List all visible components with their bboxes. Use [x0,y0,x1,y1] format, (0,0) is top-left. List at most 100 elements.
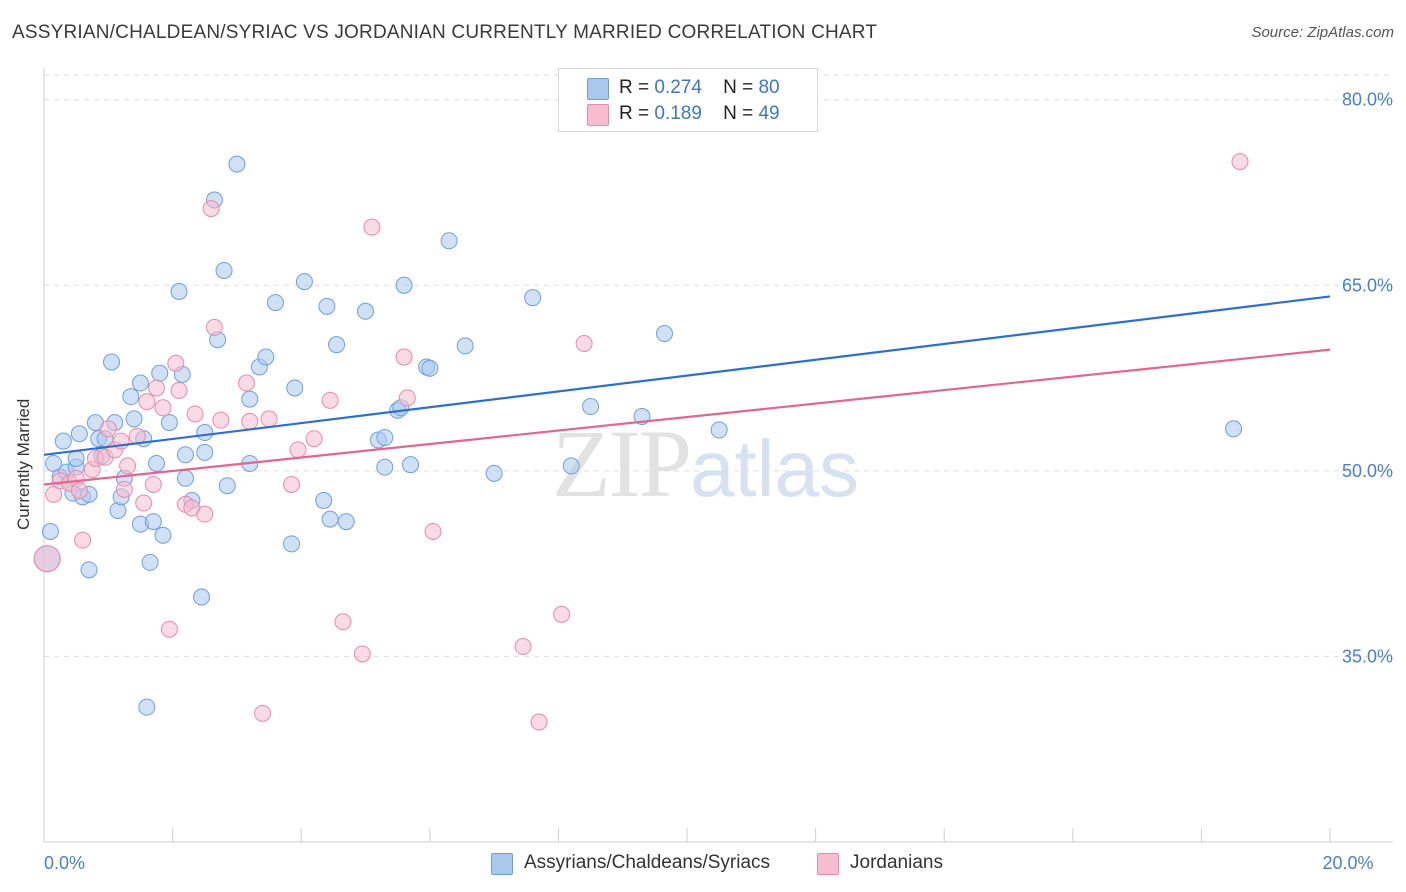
chart-title: ASSYRIAN/CHALDEAN/SYRIAC VS JORDANIAN CU… [12,22,878,43]
jordanian-trend-line [43,348,1331,486]
jordanian-point [202,200,220,218]
jordanian-point [99,420,117,438]
jordanian-point [1231,153,1249,171]
assyrian-point [41,522,59,540]
assyrian-point [196,443,214,461]
jordanian-point [144,475,162,493]
assyrian-point [196,424,214,442]
y-tick-label: 50.0% [1342,461,1393,481]
assyrian-point [440,232,458,250]
legend-r-value: 0.274 [654,77,702,98]
assyrian-point [318,297,336,315]
jordanian-point [70,482,88,500]
bottom-legend-label-assyrians: Assyrians/Chaldeans/Syriacs [524,852,771,873]
jordanian-point [398,389,416,407]
jordanian-point [160,620,178,638]
jordanian-point [170,381,188,399]
jordanian-point [283,475,301,493]
assyrian-point [562,457,580,475]
assyrian-point [193,588,211,606]
assyrian-point [582,398,600,416]
assyrian-point [421,359,439,377]
jordanian-point [74,531,92,549]
assyrian-point [125,410,143,428]
jordanian-point [167,354,185,372]
jordanian-point [424,522,442,540]
assyrian-point [215,261,233,279]
bottom-legend-swatch-blue [491,853,513,875]
assyrian-point [337,513,355,531]
jordanian-point [363,218,381,236]
legend-n-label: N = [723,77,754,98]
assyrian-point [395,276,413,294]
jordanian-point [119,457,137,475]
legend-n-label: N = [723,103,754,124]
jordanian-point [45,485,63,503]
assyrian-point [141,553,159,571]
assyrian-point [283,535,301,553]
assyrian-point [151,364,169,382]
assyrian-point [228,155,246,173]
chart-source: Source: ZipAtlas.com [1251,24,1394,41]
bottom-legend-label-jordanians: Jordanians [850,852,943,873]
watermark-atlas: atlas [690,424,859,513]
jordanian-point [575,334,593,352]
legend-stats-jordanians: R = 0.189 N = 49 [619,103,780,125]
assyrian-point [524,289,542,307]
jordanian-point [186,405,204,423]
jordanian-point [33,545,61,573]
jordanian-point [289,441,307,459]
jordanian-point [205,318,223,336]
assyrian-point [376,428,394,446]
assyrian-point [315,492,333,510]
assyrian-point [176,446,194,464]
jordanian-point [138,393,156,411]
assyrian-point [67,450,85,467]
jordanian-point [334,613,352,631]
assyrian-point [328,336,346,354]
jordanian-point [305,430,323,448]
jordanian-point [135,494,153,512]
legend-n-value: 49 [758,103,780,124]
bottom-legend-swatch-pink [817,853,839,875]
assyrian-point [70,425,88,443]
correlation-legend: R = 0.274 N = 80 R = 0.189 N = 49 [558,68,818,132]
y-tick-label: 80.0% [1342,90,1393,110]
assyrian-point [176,469,194,487]
jordanian-point [395,348,413,366]
y-tick-label: 35.0% [1342,646,1393,666]
assyrian-trend-line [43,295,1331,456]
y-axis-label: Currently Married [14,398,33,530]
jordanian-point [260,410,278,428]
jordanian-point [196,505,214,523]
assyrian-point [45,454,63,472]
assyrian-point [154,526,172,544]
legend-r-label: R = [619,103,650,124]
assyrian-point [131,374,149,392]
assyrian-point [218,477,236,495]
jordanian-point [212,411,230,429]
assyrian-point [266,294,284,312]
assyrian-point [485,464,503,482]
legend-r-value: 0.189 [654,103,702,124]
jordanian-point [514,638,532,656]
assyrian-point [655,325,673,343]
x-tick-label: 0.0% [44,853,85,873]
jordanian-point [321,391,339,409]
assyrian-point [1225,420,1243,438]
assyrian-point [456,337,474,355]
jordanian-point [154,399,172,417]
legend-r-label: R = [619,77,650,98]
assyrian-point [170,282,188,300]
assyrian-point [402,456,420,474]
assyrian-point [286,379,304,397]
jordanian-point [238,374,256,392]
jordanian-point [115,480,133,498]
assyrian-point [138,698,156,716]
jordanian-point [353,645,371,663]
jordanian-point [530,713,548,731]
assyrian-point [54,432,72,450]
jordanian-point [148,379,166,397]
assyrian-point [148,454,166,472]
